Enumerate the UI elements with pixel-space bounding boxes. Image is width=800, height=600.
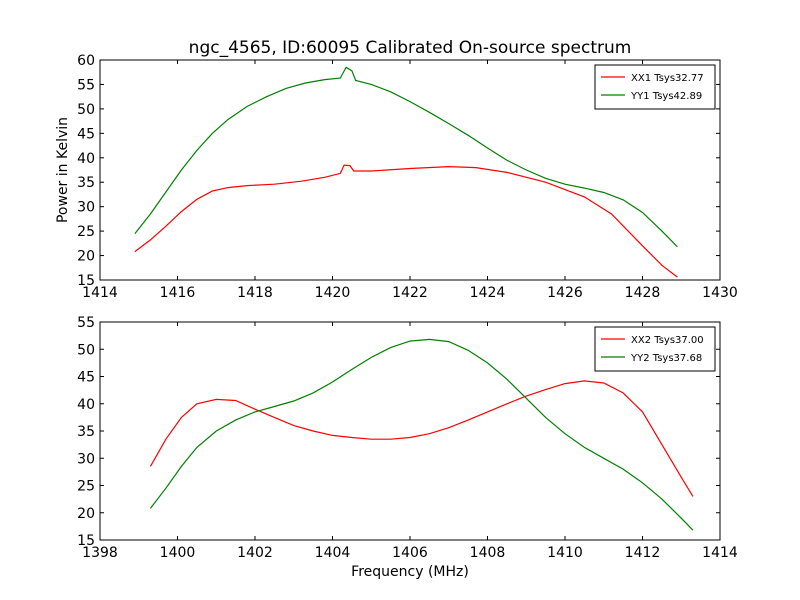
top-y-tick-label: 60 [77, 53, 95, 69]
top-x-tick-label: 1426 [547, 285, 583, 301]
bottom-y-tick-label: 30 [77, 451, 95, 467]
top-y-tick-label: 20 [77, 249, 95, 265]
top-x-tick-label: 1422 [392, 285, 428, 301]
top-x-tick-label: 1414 [82, 285, 118, 301]
bottom-x-tick-label: 1400 [160, 545, 196, 561]
top-y-axis-label: Power in Kelvin [55, 117, 71, 223]
bottom-y-tick-label: 45 [77, 370, 95, 386]
bottom-y-tick-label: 50 [77, 342, 95, 358]
bottom-y-tick-label: 55 [77, 315, 95, 331]
top-legend-entry-1: XX1 Tsys32.77 [631, 73, 704, 84]
bottom-x-tick-label: 1404 [315, 545, 351, 561]
bottom-legend-box [594, 326, 716, 372]
bottom-y-tick-label: 20 [77, 506, 95, 522]
bottom-x-tick-label: 1410 [547, 545, 583, 561]
bottom-series-line-2 [149, 338, 694, 531]
top-y-tick-label: 50 [77, 102, 95, 118]
top-y-tick-label: 45 [77, 126, 95, 142]
bottom-x-tick-label: 1412 [625, 545, 661, 561]
top-y-tick-label: 25 [77, 224, 95, 240]
plot-top: 1414 1416 1418 1420 1422 1424 1426 1428 1430 15 20… [55, 53, 738, 301]
bottom-y-tick-label: 35 [77, 424, 95, 440]
top-series-line-1 [134, 164, 678, 278]
top-legend-box [594, 64, 716, 110]
bottom-x-tick-label: 1402 [237, 545, 273, 561]
bottom-x-axis-label: Frequency (MHz) [351, 564, 469, 580]
top-y-tick-label: 30 [77, 200, 95, 216]
top-x-tick-label: 1424 [470, 285, 506, 301]
top-x-tick-label: 1420 [315, 285, 351, 301]
bottom-x-tick-label: 1406 [392, 545, 428, 561]
bottom-y-tick-label: 40 [77, 397, 95, 413]
bottom-legend: XX2 Tsys37.00 YY2 Tsys37.68 [594, 326, 716, 372]
top-y-tick-label: 40 [77, 151, 95, 167]
top-x-tick-label: 1418 [237, 285, 273, 301]
bottom-x-tick-label: 1398 [82, 545, 118, 561]
bottom-y-tick-label: 25 [77, 479, 95, 495]
top-x-tick-label: 1416 [160, 285, 196, 301]
bottom-legend-entry-2: YY2 Tsys37.68 [630, 353, 702, 364]
bottom-x-tick-label: 1408 [470, 545, 506, 561]
bottom-series-line-1 [149, 380, 694, 497]
figure-title: ngc_4565, ID:60095 Calibrated On-source … [189, 38, 632, 58]
top-x-tick-label: 1428 [625, 285, 661, 301]
top-y-tick-label: 55 [77, 77, 95, 93]
top-series-line-2 [134, 66, 678, 248]
top-y-tick-label: 35 [77, 175, 95, 191]
plot-bottom: 1398 1400 1402 1404 1406 1408 1410 1412 1414 15 20… [77, 315, 738, 580]
top-y-tick-label: 15 [77, 273, 95, 289]
top-x-tick-label: 1430 [702, 285, 738, 301]
top-legend: XX1 Tsys32.77 YY1 Tsys42.89 [594, 64, 716, 110]
bottom-x-tick-label: 1414 [702, 545, 738, 561]
bottom-y-tick-label: 15 [77, 533, 95, 549]
top-legend-entry-2: YY1 Tsys42.89 [630, 91, 702, 102]
bottom-legend-entry-1: XX2 Tsys37.00 [631, 335, 704, 346]
